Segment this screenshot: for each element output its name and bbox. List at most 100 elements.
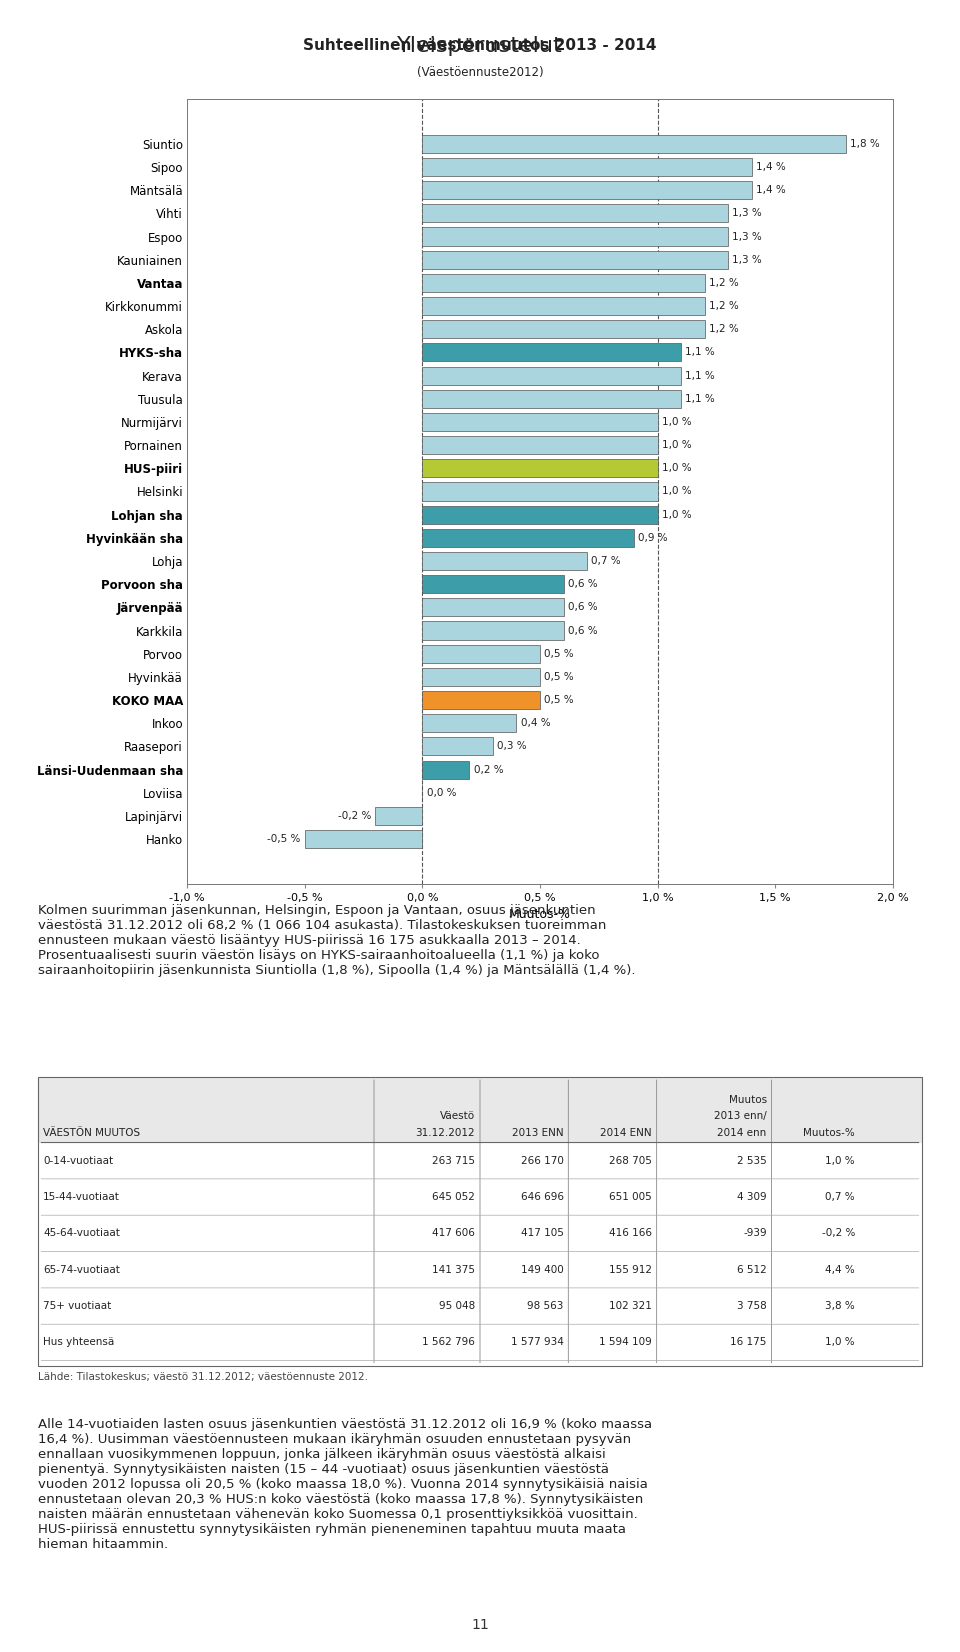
Text: 155 912: 155 912 [609, 1265, 652, 1275]
Text: 0,6 %: 0,6 % [567, 603, 597, 613]
Text: 1,0 %: 1,0 % [661, 463, 691, 472]
Text: 0,7 %: 0,7 % [826, 1193, 855, 1203]
Text: 75+ vuotiaat: 75+ vuotiaat [43, 1302, 111, 1312]
Text: 141 375: 141 375 [432, 1265, 475, 1275]
Text: 0,0 %: 0,0 % [426, 788, 456, 798]
Text: 6 512: 6 512 [737, 1265, 767, 1275]
Bar [422, 344, 681, 362]
Text: Alle 14-vuotiaiden lasten osuus jäsenkuntien väestöstä 31.12.2012 oli 16,9 % (ko: Alle 14-vuotiaiden lasten osuus jäsenkun… [38, 1419, 653, 1551]
Bar [422, 529, 634, 547]
Text: 1,0 %: 1,0 % [661, 416, 691, 426]
Text: 1,8 %: 1,8 % [850, 139, 879, 149]
Text: -0,5 %: -0,5 % [267, 834, 300, 844]
Bar [422, 367, 681, 385]
Text: 1 577 934: 1 577 934 [511, 1338, 564, 1348]
Text: VÄESTÖN MUUTOS: VÄESTÖN MUUTOS [43, 1128, 140, 1138]
Text: 65-74-vuotiaat: 65-74-vuotiaat [43, 1265, 120, 1275]
Text: -0,2 %: -0,2 % [822, 1229, 855, 1239]
Text: Muutos-%: Muutos-% [804, 1128, 855, 1138]
Text: 1,1 %: 1,1 % [685, 347, 715, 357]
Text: 2013 ENN: 2013 ENN [512, 1128, 564, 1138]
Bar [422, 760, 469, 778]
Text: 16 175: 16 175 [731, 1338, 767, 1348]
Text: 0,5 %: 0,5 % [544, 649, 574, 659]
Text: 646 696: 646 696 [520, 1193, 564, 1203]
Bar [422, 667, 540, 686]
Bar [422, 506, 658, 524]
Text: 102 321: 102 321 [609, 1302, 652, 1312]
Bar [422, 182, 752, 200]
Bar [422, 598, 564, 616]
Text: 266 170: 266 170 [520, 1156, 564, 1166]
Bar [422, 644, 540, 662]
Text: 0,5 %: 0,5 % [544, 695, 574, 705]
Text: 416 166: 416 166 [609, 1229, 652, 1239]
Bar [422, 714, 516, 732]
Text: Muutos: Muutos [729, 1095, 767, 1105]
Text: 31.12.2012: 31.12.2012 [416, 1128, 475, 1138]
Bar [422, 621, 564, 639]
Text: 4 309: 4 309 [737, 1193, 767, 1203]
Bar [422, 135, 846, 154]
Text: 3,8 %: 3,8 % [826, 1302, 855, 1312]
Text: Kolmen suurimman jäsenkunnan, Helsingin, Espoon ja Vantaan, osuus jäsenkuntien
v: Kolmen suurimman jäsenkunnan, Helsingin,… [38, 904, 636, 976]
Text: 149 400: 149 400 [520, 1265, 564, 1275]
Text: 15-44-vuotiaat: 15-44-vuotiaat [43, 1193, 120, 1203]
Bar [422, 251, 728, 269]
Text: 4,4 %: 4,4 % [826, 1265, 855, 1275]
Text: 0-14-vuotiaat: 0-14-vuotiaat [43, 1156, 113, 1166]
Text: Väestö: Väestö [440, 1112, 475, 1122]
Text: 1,3 %: 1,3 % [732, 254, 762, 264]
Text: 1,2 %: 1,2 % [708, 324, 738, 334]
Bar [422, 390, 681, 408]
Text: -939: -939 [743, 1229, 767, 1239]
Text: 1 594 109: 1 594 109 [599, 1338, 652, 1348]
Text: 268 705: 268 705 [609, 1156, 652, 1166]
Bar [305, 829, 422, 847]
Text: 263 715: 263 715 [432, 1156, 475, 1166]
Text: 1,3 %: 1,3 % [732, 231, 762, 241]
Text: 2014 ENN: 2014 ENN [600, 1128, 652, 1138]
Text: 0,9 %: 0,9 % [638, 534, 668, 544]
Text: 417 606: 417 606 [432, 1229, 475, 1239]
Text: 95 048: 95 048 [439, 1302, 475, 1312]
Text: 1 562 796: 1 562 796 [422, 1338, 475, 1348]
Text: 3 758: 3 758 [737, 1302, 767, 1312]
Bar [422, 274, 705, 292]
Text: 1,0 %: 1,0 % [826, 1338, 855, 1348]
Bar [422, 436, 658, 454]
Text: 645 052: 645 052 [432, 1193, 475, 1203]
Text: 1,3 %: 1,3 % [732, 208, 762, 218]
Bar [422, 159, 752, 177]
Bar [422, 413, 658, 431]
Text: Lähde: Tilastokeskus; väestö 31.12.2012; väestöennuste 2012.: Lähde: Tilastokeskus; väestö 31.12.2012;… [38, 1373, 369, 1383]
Bar [422, 320, 705, 339]
Bar [422, 575, 564, 593]
Text: 11: 11 [471, 1619, 489, 1632]
Text: 1,1 %: 1,1 % [685, 370, 715, 380]
Text: 651 005: 651 005 [609, 1193, 652, 1203]
Text: 98 563: 98 563 [527, 1302, 564, 1312]
Bar [422, 459, 658, 477]
Text: 0,6 %: 0,6 % [567, 626, 597, 636]
Text: 1,0 %: 1,0 % [661, 486, 691, 497]
Text: 2014 enn: 2014 enn [717, 1128, 767, 1138]
Text: 1,2 %: 1,2 % [708, 301, 738, 311]
Text: 1,4 %: 1,4 % [756, 162, 785, 172]
Text: Hus yhteensä: Hus yhteensä [43, 1338, 114, 1348]
Text: Yleisperustelut: Yleisperustelut [397, 36, 563, 56]
Text: 1,0 %: 1,0 % [826, 1156, 855, 1166]
Bar [422, 737, 493, 755]
X-axis label: Muutos-%: Muutos-% [509, 909, 571, 922]
Text: 1,2 %: 1,2 % [708, 278, 738, 287]
Text: 45-64-vuotiaat: 45-64-vuotiaat [43, 1229, 120, 1239]
Text: 2013 enn/: 2013 enn/ [714, 1112, 767, 1122]
Text: 0,7 %: 0,7 % [591, 557, 621, 567]
Text: (Väestöennuste2012): (Väestöennuste2012) [417, 66, 543, 79]
Text: 2 535: 2 535 [737, 1156, 767, 1166]
Bar [422, 205, 728, 223]
Text: 0,2 %: 0,2 % [473, 765, 503, 775]
Bar [422, 482, 658, 501]
Text: 0,3 %: 0,3 % [497, 742, 527, 752]
Text: 1,4 %: 1,4 % [756, 185, 785, 195]
